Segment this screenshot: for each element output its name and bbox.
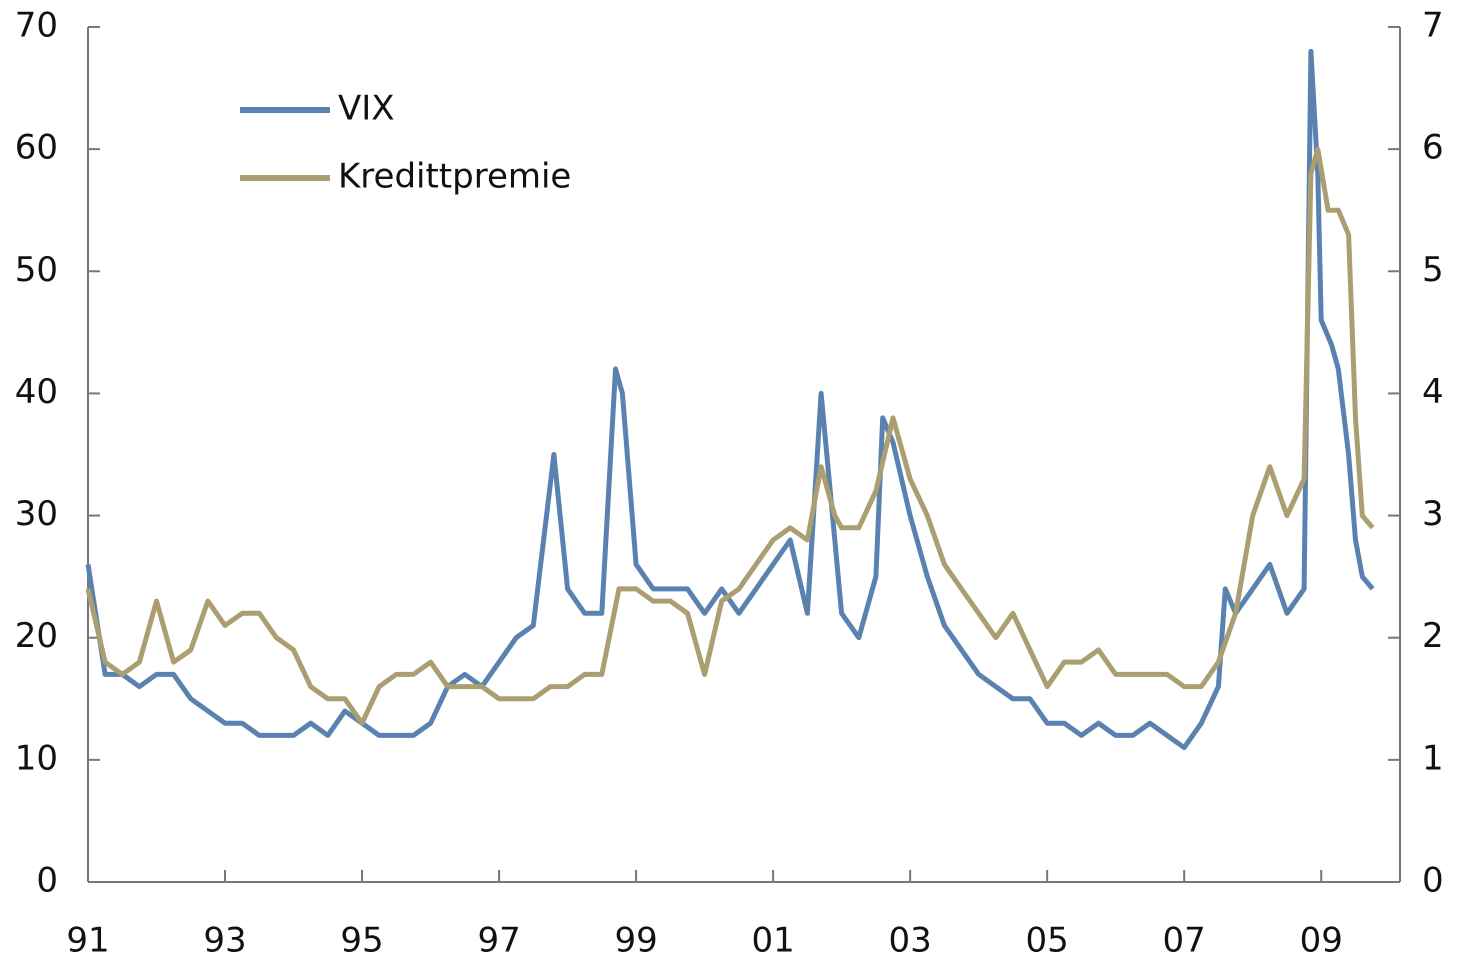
y-tick-label: 70 <box>15 6 58 46</box>
y2-tick-label: 3 <box>1422 494 1444 534</box>
y2-tick-label: 1 <box>1422 738 1444 778</box>
line-series <box>85 146 1375 726</box>
y-tick-label: 20 <box>15 616 58 656</box>
y2-tick-label: 5 <box>1422 250 1444 290</box>
legend-label: VIX <box>338 89 395 129</box>
x-tick-label: 97 <box>477 921 520 960</box>
y-tick-label: 10 <box>15 738 58 778</box>
y-tick-label: 50 <box>15 250 58 290</box>
y2-tick-label: 4 <box>1422 372 1444 412</box>
y2-tick-label: 7 <box>1422 6 1444 46</box>
y-tick-label: 40 <box>15 372 58 412</box>
x-tick-label: 01 <box>751 921 794 960</box>
x-tick-label: 93 <box>203 921 246 960</box>
y-tick-label: 60 <box>15 128 58 168</box>
x-tick-label: 07 <box>1163 921 1206 960</box>
x-tick-label: 95 <box>340 921 383 960</box>
y-tick-label: 0 <box>36 861 58 901</box>
y-tick-label: 30 <box>15 494 58 534</box>
y2-tick-label: 6 <box>1422 128 1444 168</box>
x-tick-label: 91 <box>66 921 109 960</box>
y2-tick-label: 0 <box>1422 861 1444 901</box>
x-tick-label: 03 <box>889 921 932 960</box>
line-series <box>85 48 1375 751</box>
x-tick-label: 09 <box>1300 921 1343 960</box>
x-tick-label: 99 <box>614 921 657 960</box>
y2-tick-label: 2 <box>1422 616 1444 656</box>
legend-label: Kredittpremie <box>338 157 571 197</box>
x-tick-label: 05 <box>1026 921 1069 960</box>
